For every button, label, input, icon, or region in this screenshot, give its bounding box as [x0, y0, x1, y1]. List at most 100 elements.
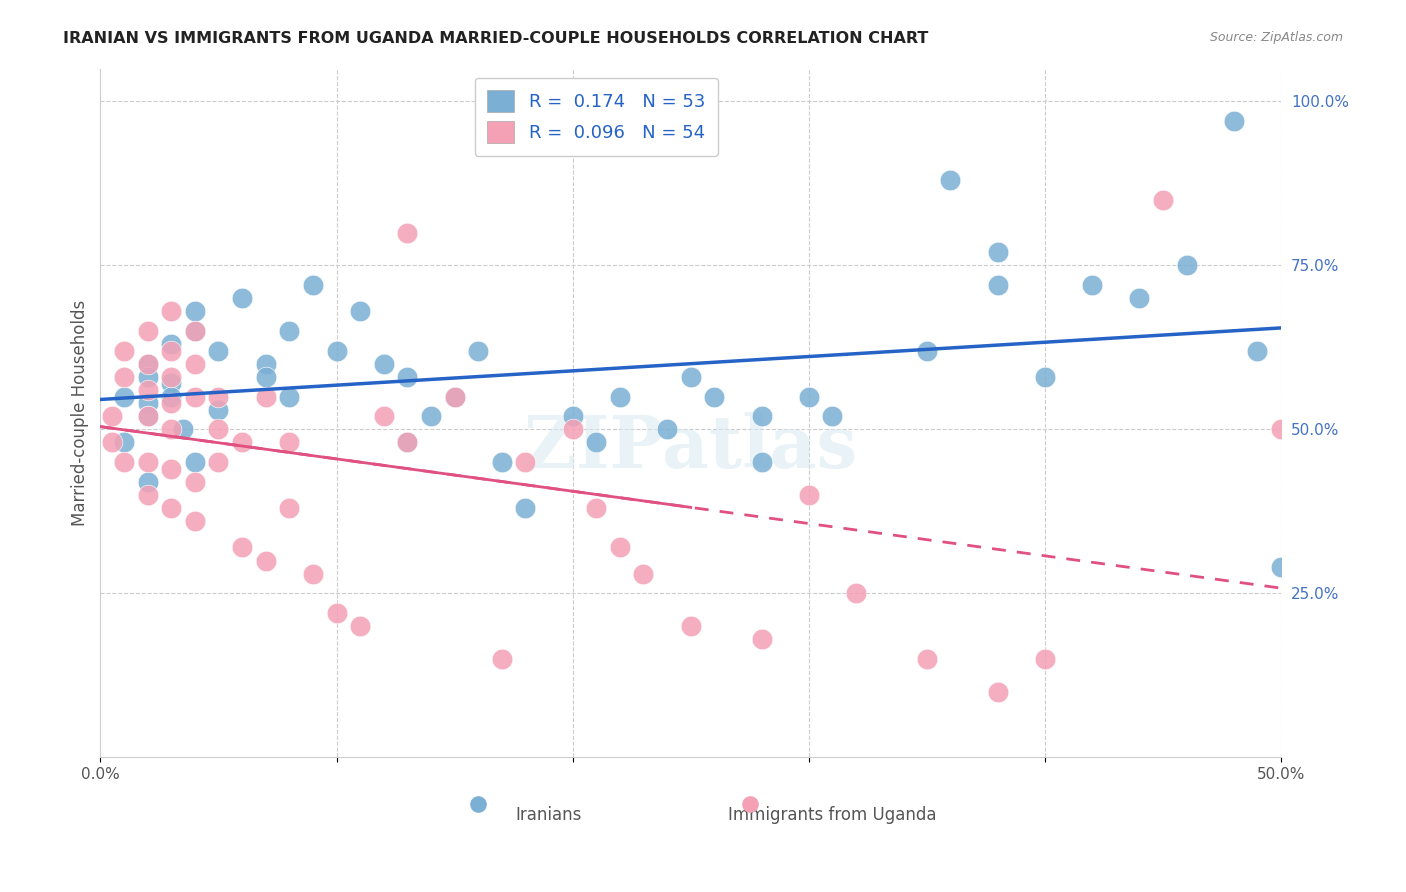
Point — [184, 390, 207, 404]
Point — [160, 370, 183, 384]
Point — [325, 606, 347, 620]
Point — [136, 409, 159, 424]
Text: Source: ZipAtlas.com: Source: ZipAtlas.com — [1209, 31, 1343, 45]
Point — [184, 475, 207, 489]
Point — [987, 685, 1010, 699]
Point — [160, 337, 183, 351]
Point — [396, 435, 419, 450]
Point — [679, 370, 702, 384]
Point — [1152, 193, 1174, 207]
Point — [278, 324, 301, 338]
Point — [396, 435, 419, 450]
Point — [373, 409, 395, 424]
Point — [136, 396, 159, 410]
Point — [396, 226, 419, 240]
Point — [160, 396, 183, 410]
Point — [160, 343, 183, 358]
Point — [515, 501, 537, 516]
Point — [443, 390, 465, 404]
Point — [1081, 278, 1104, 293]
Point — [184, 324, 207, 338]
Point — [184, 455, 207, 469]
Text: ZIPatlas: ZIPatlas — [523, 412, 858, 483]
Point — [491, 455, 513, 469]
Point — [254, 390, 277, 404]
Point — [136, 455, 159, 469]
Text: Immigrants from Uganda: Immigrants from Uganda — [728, 805, 936, 823]
Point — [160, 376, 183, 391]
Point — [160, 501, 183, 516]
Point — [278, 435, 301, 450]
Text: Iranians: Iranians — [516, 805, 582, 823]
Point — [101, 409, 124, 424]
Point — [184, 324, 207, 338]
Point — [184, 514, 207, 528]
Point — [207, 455, 229, 469]
Point — [112, 343, 135, 358]
Point — [136, 357, 159, 371]
Point — [349, 304, 371, 318]
Point — [172, 422, 194, 436]
Point — [278, 390, 301, 404]
Point — [136, 370, 159, 384]
Point — [136, 324, 159, 338]
Point — [491, 652, 513, 666]
Point — [751, 409, 773, 424]
Point — [633, 566, 655, 581]
Point — [1128, 291, 1150, 305]
Point — [561, 422, 583, 436]
Point — [1223, 114, 1246, 128]
Point — [751, 632, 773, 647]
Point — [1175, 258, 1198, 272]
Point — [207, 390, 229, 404]
Point — [184, 304, 207, 318]
Point — [703, 390, 725, 404]
Point — [136, 357, 159, 371]
Point — [160, 304, 183, 318]
Point — [101, 435, 124, 450]
Point — [585, 435, 607, 450]
Point — [325, 343, 347, 358]
Point — [254, 370, 277, 384]
Point — [797, 488, 820, 502]
Point — [136, 383, 159, 397]
Point — [207, 422, 229, 436]
Point — [915, 652, 938, 666]
Point — [751, 455, 773, 469]
Point — [207, 343, 229, 358]
Y-axis label: Married-couple Households: Married-couple Households — [72, 300, 89, 526]
Point — [160, 422, 183, 436]
Point — [302, 278, 325, 293]
Point — [231, 435, 253, 450]
Point — [207, 402, 229, 417]
Point — [231, 291, 253, 305]
Point — [231, 541, 253, 555]
Point — [515, 455, 537, 469]
Point — [112, 435, 135, 450]
Point — [821, 409, 844, 424]
Point — [987, 278, 1010, 293]
Point — [160, 461, 183, 475]
Point — [302, 566, 325, 581]
Point — [136, 475, 159, 489]
Point — [278, 501, 301, 516]
Point — [254, 553, 277, 567]
Point — [112, 455, 135, 469]
Point — [1270, 422, 1292, 436]
Point — [1246, 343, 1268, 358]
Point — [349, 619, 371, 633]
Point — [939, 173, 962, 187]
Point — [987, 245, 1010, 260]
Point — [561, 409, 583, 424]
Point — [845, 795, 868, 809]
Point — [1270, 560, 1292, 574]
Point — [160, 390, 183, 404]
Point — [915, 343, 938, 358]
Point — [184, 357, 207, 371]
Point — [467, 343, 489, 358]
Point — [396, 370, 419, 384]
Point — [1033, 370, 1056, 384]
Point — [679, 619, 702, 633]
Point — [112, 390, 135, 404]
Point — [443, 390, 465, 404]
